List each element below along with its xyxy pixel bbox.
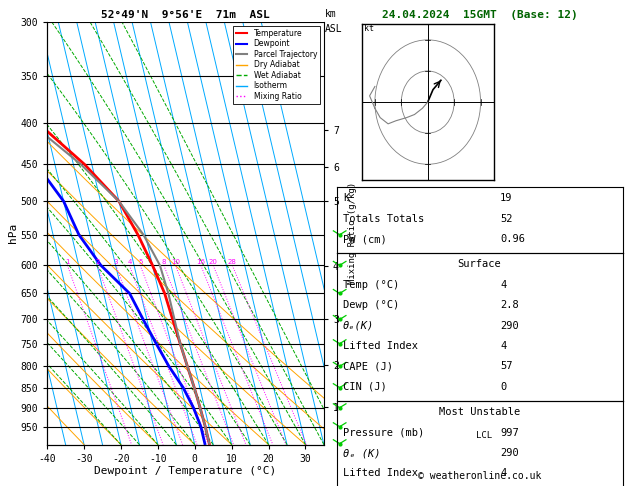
Text: θₑ(K): θₑ(K) bbox=[343, 321, 374, 330]
Text: 2.8: 2.8 bbox=[500, 300, 519, 310]
Text: K: K bbox=[343, 193, 349, 203]
Text: 28: 28 bbox=[228, 260, 237, 265]
Text: Most Unstable: Most Unstable bbox=[439, 407, 520, 417]
Text: 52: 52 bbox=[500, 214, 513, 224]
Text: 4: 4 bbox=[500, 469, 506, 478]
Text: kt: kt bbox=[364, 23, 374, 33]
Text: © weatheronline.co.uk: © weatheronline.co.uk bbox=[418, 471, 542, 481]
Text: ASL: ASL bbox=[325, 24, 343, 34]
Text: 0.96: 0.96 bbox=[500, 234, 525, 244]
Text: 997: 997 bbox=[500, 428, 519, 437]
Text: 24.04.2024  15GMT  (Base: 12): 24.04.2024 15GMT (Base: 12) bbox=[382, 10, 577, 20]
Text: 4: 4 bbox=[500, 280, 506, 290]
Text: km: km bbox=[325, 9, 337, 19]
Text: Dewp (°C): Dewp (°C) bbox=[343, 300, 399, 310]
Text: 16: 16 bbox=[196, 260, 205, 265]
Text: 1: 1 bbox=[65, 260, 70, 265]
Text: Lifted Index: Lifted Index bbox=[343, 341, 418, 351]
Legend: Temperature, Dewpoint, Parcel Trajectory, Dry Adiabat, Wet Adiabat, Isotherm, Mi: Temperature, Dewpoint, Parcel Trajectory… bbox=[233, 26, 320, 104]
Text: 57: 57 bbox=[500, 362, 513, 371]
Text: Totals Totals: Totals Totals bbox=[343, 214, 424, 224]
Title: 52°49'N  9°56'E  71m  ASL: 52°49'N 9°56'E 71m ASL bbox=[101, 10, 270, 20]
Text: PW (cm): PW (cm) bbox=[343, 234, 387, 244]
Text: Pressure (mb): Pressure (mb) bbox=[343, 428, 424, 437]
Text: LCL: LCL bbox=[476, 431, 493, 440]
Text: 8: 8 bbox=[162, 260, 166, 265]
Text: 2: 2 bbox=[95, 260, 99, 265]
Text: θₑ (K): θₑ (K) bbox=[343, 448, 381, 458]
Text: 0: 0 bbox=[500, 382, 506, 392]
Text: Temp (°C): Temp (°C) bbox=[343, 280, 399, 290]
Text: 20: 20 bbox=[209, 260, 218, 265]
Y-axis label: hPa: hPa bbox=[8, 223, 18, 243]
Text: CAPE (J): CAPE (J) bbox=[343, 362, 392, 371]
Text: 4: 4 bbox=[500, 341, 506, 351]
X-axis label: Dewpoint / Temperature (°C): Dewpoint / Temperature (°C) bbox=[94, 467, 277, 476]
Text: 10: 10 bbox=[171, 260, 180, 265]
Text: Surface: Surface bbox=[458, 260, 501, 269]
Text: Mixing Ratio (g/kg): Mixing Ratio (g/kg) bbox=[348, 182, 357, 284]
Text: 290: 290 bbox=[500, 321, 519, 330]
Text: 5: 5 bbox=[138, 260, 142, 265]
Text: 3: 3 bbox=[114, 260, 118, 265]
Text: CIN (J): CIN (J) bbox=[343, 382, 387, 392]
Text: 4: 4 bbox=[127, 260, 131, 265]
Text: 19: 19 bbox=[500, 193, 513, 203]
Text: 290: 290 bbox=[500, 448, 519, 458]
Text: Lifted Index: Lifted Index bbox=[343, 469, 418, 478]
